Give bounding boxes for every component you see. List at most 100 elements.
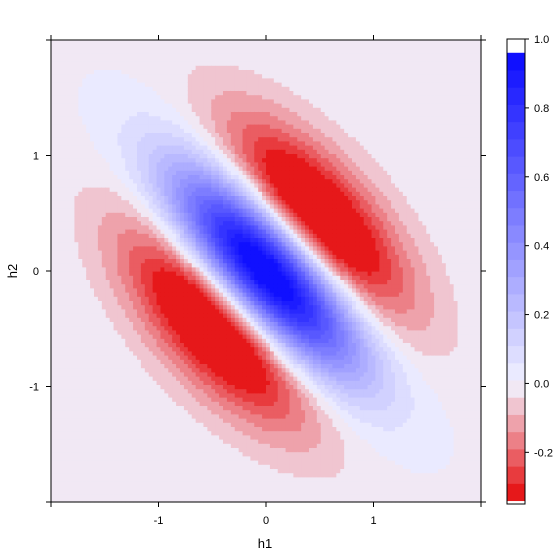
heatmap-cell xyxy=(183,338,189,343)
heatmap-cell xyxy=(223,493,228,499)
heatmap-cell xyxy=(207,212,212,217)
heatmap-cell xyxy=(121,237,126,243)
heatmap-cell xyxy=(191,77,197,83)
heatmap-cell xyxy=(94,485,99,490)
heatmap-cell xyxy=(74,371,79,377)
heatmap-cell xyxy=(90,266,95,272)
heatmap-cell xyxy=(207,275,212,280)
heatmap-cell xyxy=(219,376,224,381)
heatmap-cell xyxy=(74,187,79,192)
heatmap-cell xyxy=(51,229,56,234)
heatmap-cell xyxy=(180,212,185,217)
heatmap-cell xyxy=(219,338,224,343)
heatmap-cell xyxy=(66,199,72,205)
heatmap-cell xyxy=(90,212,95,217)
heatmap-cell xyxy=(97,128,103,133)
heatmap-cell xyxy=(187,292,193,297)
heatmap-cell xyxy=(70,203,76,209)
heatmap-cell xyxy=(207,245,212,251)
heatmap-cell xyxy=(125,90,130,96)
heatmap-cell xyxy=(105,161,111,167)
heatmap-cell xyxy=(86,439,91,444)
heatmap-cell xyxy=(121,363,126,369)
heatmap-cell xyxy=(223,300,228,306)
heatmap-cell xyxy=(62,266,68,272)
heatmap-cell xyxy=(109,493,115,499)
heatmap-cell xyxy=(97,476,103,482)
heatmap-cell xyxy=(180,279,185,285)
heatmap-cell xyxy=(54,77,60,83)
heatmap-cell xyxy=(203,94,208,100)
heatmap-cell xyxy=(183,65,189,70)
heatmap-cell xyxy=(101,61,107,66)
heatmap-cell xyxy=(129,434,134,440)
heatmap-cell xyxy=(207,103,212,108)
heatmap-cell xyxy=(94,254,99,259)
heatmap-cell xyxy=(62,430,68,436)
heatmap-cell xyxy=(180,69,185,75)
heatmap-cell xyxy=(215,464,220,469)
heatmap-cell xyxy=(133,380,138,385)
heatmap-cell xyxy=(156,128,162,133)
heatmap-cell xyxy=(66,90,72,96)
heatmap-cell xyxy=(62,397,68,402)
heatmap-cell xyxy=(101,166,107,171)
heatmap-cell xyxy=(74,355,79,360)
heatmap-cell xyxy=(90,128,95,133)
heatmap-cell xyxy=(183,367,189,373)
heatmap-cell xyxy=(207,178,212,184)
heatmap-cell xyxy=(90,401,95,406)
heatmap-cell xyxy=(172,119,177,125)
heatmap-cell xyxy=(97,182,103,188)
heatmap-cell xyxy=(125,283,130,289)
heatmap-cell xyxy=(172,334,177,339)
heatmap-cell xyxy=(195,233,201,238)
heatmap-cell xyxy=(113,472,119,478)
heatmap-cell xyxy=(176,65,181,70)
heatmap-cell xyxy=(168,371,173,377)
heatmap-cell xyxy=(160,464,165,469)
heatmap-cell xyxy=(82,128,87,133)
heatmap-cell xyxy=(66,313,72,318)
heatmap-cell xyxy=(215,342,220,348)
heatmap-cell xyxy=(223,430,228,436)
heatmap-cell xyxy=(191,409,197,415)
heatmap-cell xyxy=(51,233,56,238)
heatmap-cell xyxy=(62,115,68,121)
heatmap-cell xyxy=(94,468,99,474)
heatmap-cell xyxy=(90,464,95,469)
heatmap-cell xyxy=(187,468,193,474)
heatmap-cell xyxy=(140,367,146,373)
heatmap-cell xyxy=(109,430,115,436)
heatmap-cell xyxy=(101,413,107,419)
heatmap-cell xyxy=(219,56,224,62)
heatmap-cell xyxy=(109,275,115,280)
heatmap-cell xyxy=(82,136,87,142)
heatmap-cell xyxy=(199,292,205,297)
heatmap-cell xyxy=(168,355,173,360)
heatmap-cell xyxy=(129,325,134,331)
heatmap-cell xyxy=(164,472,169,478)
heatmap-cell xyxy=(94,430,99,436)
heatmap-cell xyxy=(172,212,177,217)
heatmap-cell xyxy=(207,44,212,49)
heatmap-cell xyxy=(140,98,146,104)
heatmap-cell xyxy=(168,195,173,201)
heatmap-cell xyxy=(70,199,76,205)
heatmap-cell xyxy=(199,77,205,83)
heatmap-cell xyxy=(70,61,76,66)
heatmap-cell xyxy=(62,65,68,70)
heatmap-cell xyxy=(140,342,146,348)
heatmap-cell xyxy=(164,208,169,213)
heatmap-cell xyxy=(152,124,158,129)
heatmap-cell xyxy=(62,443,68,448)
heatmap-cell xyxy=(94,355,99,360)
heatmap-cell xyxy=(168,203,173,209)
heatmap-cell xyxy=(137,195,142,201)
heatmap-cell xyxy=(121,405,126,411)
heatmap-cell xyxy=(90,392,95,398)
heatmap-cell xyxy=(62,493,68,499)
heatmap-cell xyxy=(164,342,169,348)
heatmap-cell xyxy=(207,439,212,444)
heatmap-cell xyxy=(148,145,154,150)
